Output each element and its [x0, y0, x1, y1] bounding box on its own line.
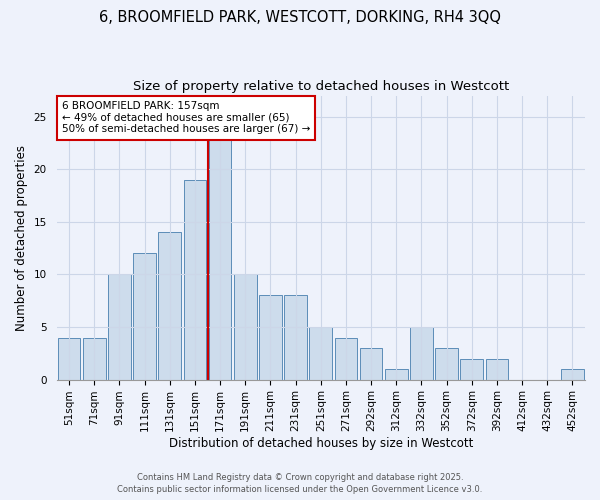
Bar	[58, 338, 80, 380]
Bar	[435, 348, 458, 380]
Title: Size of property relative to detached houses in Westcott: Size of property relative to detached ho…	[133, 80, 509, 93]
Bar	[158, 232, 181, 380]
Bar	[485, 358, 508, 380]
Bar	[561, 369, 584, 380]
Text: 6, BROOMFIELD PARK, WESTCOTT, DORKING, RH4 3QQ: 6, BROOMFIELD PARK, WESTCOTT, DORKING, R…	[99, 10, 501, 25]
Bar	[108, 274, 131, 380]
Bar	[184, 180, 206, 380]
Bar	[460, 358, 483, 380]
Bar	[284, 296, 307, 380]
Text: 6 BROOMFIELD PARK: 157sqm
← 49% of detached houses are smaller (65)
50% of semi-: 6 BROOMFIELD PARK: 157sqm ← 49% of detac…	[62, 101, 310, 134]
Y-axis label: Number of detached properties: Number of detached properties	[15, 144, 28, 330]
Bar	[410, 327, 433, 380]
Bar	[234, 274, 257, 380]
Bar	[83, 338, 106, 380]
Bar	[259, 296, 282, 380]
Bar	[310, 327, 332, 380]
Bar	[209, 138, 232, 380]
Bar	[335, 338, 357, 380]
X-axis label: Distribution of detached houses by size in Westcott: Distribution of detached houses by size …	[169, 437, 473, 450]
Bar	[360, 348, 382, 380]
Text: Contains HM Land Registry data © Crown copyright and database right 2025.
Contai: Contains HM Land Registry data © Crown c…	[118, 472, 482, 494]
Bar	[133, 254, 156, 380]
Bar	[385, 369, 407, 380]
